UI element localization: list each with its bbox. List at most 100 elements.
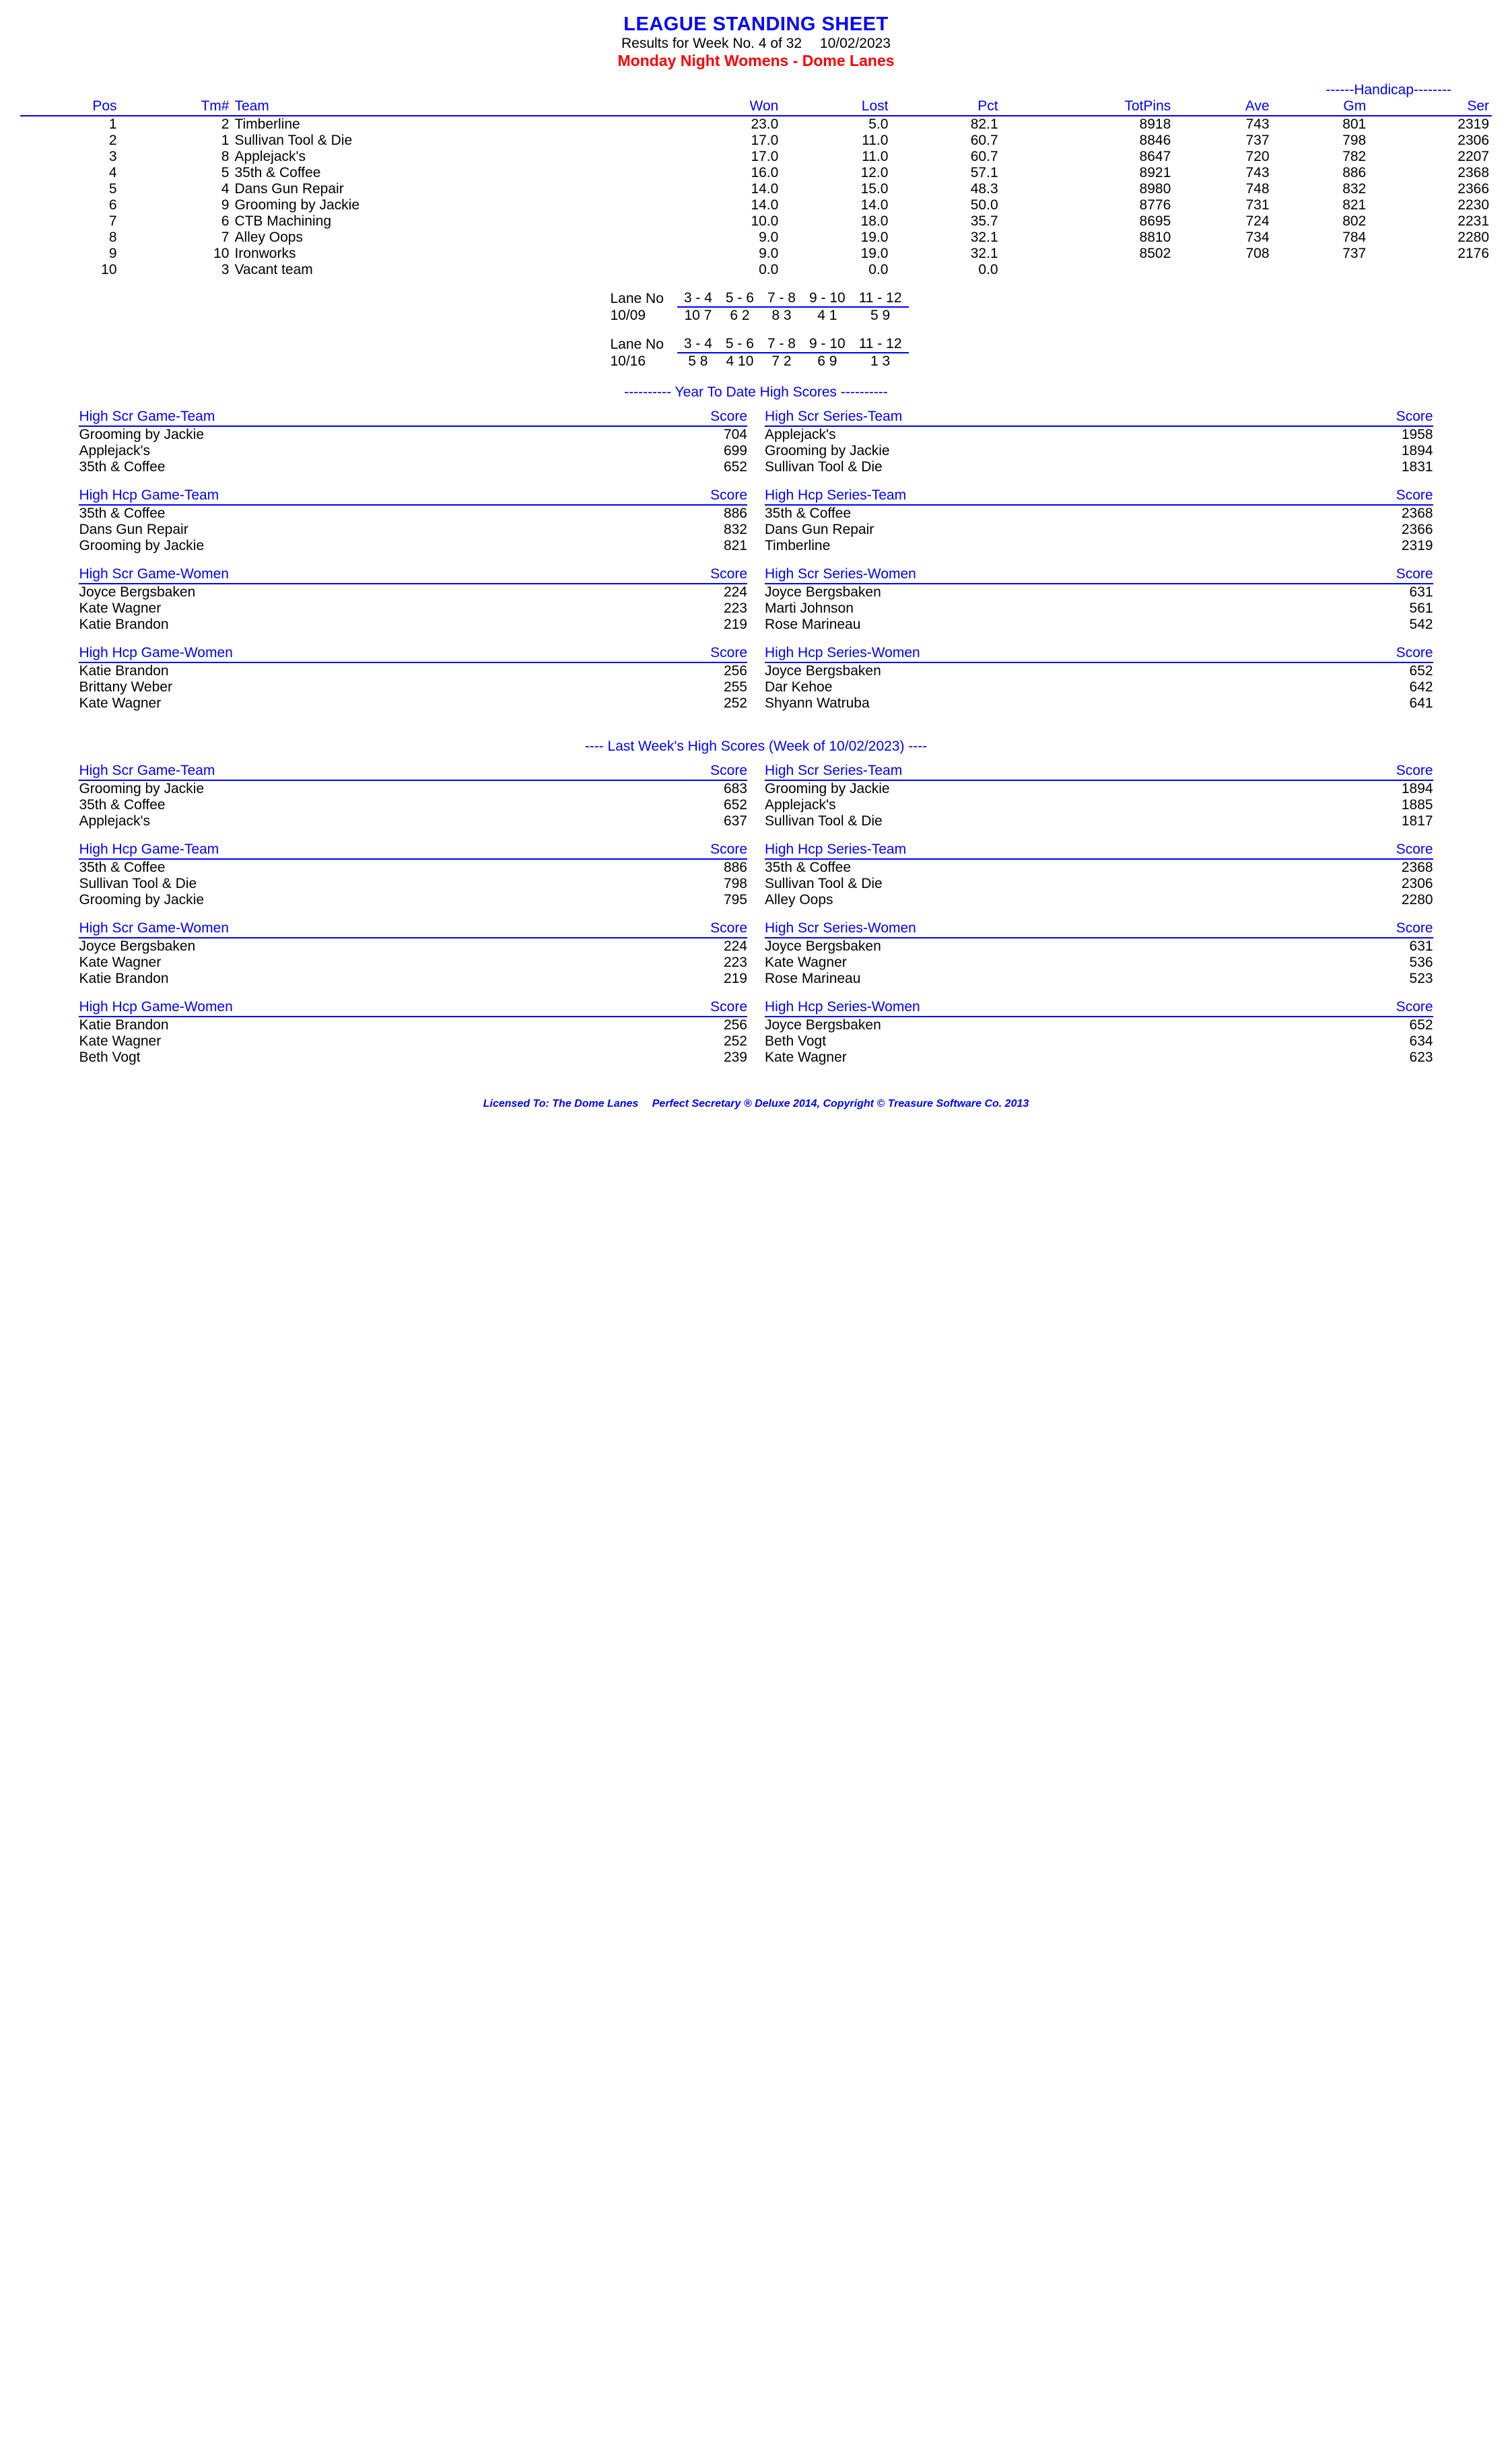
score-row: 35th & Coffee886 — [79, 506, 747, 522]
score-row: Sullivan Tool & Die1817 — [765, 813, 1433, 829]
score-row: Kate Wagner536 — [765, 955, 1433, 971]
lane-date: 10/09 — [603, 307, 677, 324]
handicap-section-label: ------Handicap-------- — [20, 82, 1492, 98]
score-row: Kate Wagner252 — [79, 1033, 747, 1050]
score-label: Score — [1396, 409, 1433, 425]
score-block: High Scr Series-Women Score Joyce Bergsbak… — [765, 566, 1433, 633]
standings-col-pct: Pct — [891, 98, 1000, 116]
score-row: Dar Kehoe642 — [765, 679, 1433, 695]
score-row: Sullivan Tool & Die1831 — [765, 459, 1433, 475]
score-row: Joyce Bergsbaken652 — [765, 663, 1433, 679]
score-row: Grooming by Jackie821 — [79, 538, 747, 554]
score-label: Score — [1396, 999, 1433, 1015]
score-block: High Scr Game-WomenScoreJoyce Bergsbaken… — [79, 566, 747, 633]
score-row: Sullivan Tool & Die798 — [79, 876, 747, 892]
report-title: LEAGUE STANDING SHEET — [20, 13, 1492, 36]
lane-assignment: 5 8 — [677, 353, 719, 370]
score-block: High Hcp Game-WomenScoreKatie Brandon256… — [79, 645, 747, 712]
score-row: Shyann Watruba641 — [765, 695, 1433, 712]
score-block-title: High Hcp Series-Team — [765, 487, 906, 504]
score-block: High Hcp Series-TeamScore35th & Coffee23… — [765, 487, 1433, 554]
lane-assignment: 5 9 — [852, 307, 909, 324]
score-row: Alley Oops2280 — [765, 892, 1433, 908]
score-block: High Hcp Series-WomenScoreJoyce Bergsbak… — [765, 645, 1433, 712]
standings-row: 103Vacant team0.00.00.0 — [20, 262, 1492, 278]
score-row: Beth Vogt634 — [765, 1033, 1433, 1050]
score-label: Score — [710, 763, 747, 779]
score-block-title: High Scr Game-Team — [79, 763, 215, 779]
score-block-title: High Scr Game-Women — [79, 920, 229, 936]
license-footer: Licensed To: The Dome Lanes Perfect Secr… — [20, 1098, 1492, 1110]
lane-date: 10/16 — [603, 353, 677, 370]
score-row: Rose Marineau523 — [765, 971, 1433, 987]
score-row: Joyce Bergsbaken631 — [765, 584, 1433, 601]
score-block: High Hcp Series-TeamScore35th & Coffee23… — [765, 842, 1433, 908]
score-row: Applejack's1885 — [765, 797, 1433, 813]
score-label: Score — [710, 999, 747, 1015]
score-block-title: High Hcp Game-Women — [79, 645, 232, 661]
standings-row: 910Ironworks9.019.032.185027087372176 — [20, 246, 1492, 262]
lane-pair: 5 - 6 — [719, 336, 761, 353]
score-block: High Scr Series-Women Score Joyce Bergsbak… — [765, 920, 1433, 987]
score-label: Score — [710, 842, 747, 858]
score-label: Score — [710, 566, 747, 582]
score-block-title: High Scr Series-Women — [765, 566, 916, 582]
lane-pair: 9 - 10 — [802, 290, 852, 307]
lane-assignment: 8 3 — [761, 307, 802, 324]
score-block-title: High Scr Game-Women — [79, 566, 229, 582]
score-row: Beth Vogt239 — [79, 1050, 747, 1066]
score-block: High Hcp Game-TeamScore35th & Coffee886S… — [79, 842, 747, 908]
score-row: Sullivan Tool & Die2306 — [765, 876, 1433, 892]
score-block-title: High Hcp Series-Team — [765, 842, 906, 858]
score-row: Grooming by Jackie1894 — [765, 443, 1433, 459]
score-block-title: High Scr Series-Team — [765, 409, 902, 425]
score-row: Kate Wagner223 — [79, 601, 747, 617]
score-block-title: High Scr Series-Women — [765, 920, 916, 936]
score-block-title: High Hcp Series-Women — [765, 645, 920, 661]
score-row: Dans Gun Repair2366 — [765, 522, 1433, 538]
score-row: Katie Brandon256 — [79, 1017, 747, 1033]
lane-pair: 11 - 12 — [852, 336, 909, 353]
standings-col-ave: Ave — [1173, 98, 1272, 116]
score-row: Katie Brandon219 — [79, 971, 747, 987]
results-line: Results for Week No. 4 of 32 10/02/2023 — [20, 36, 1492, 52]
score-row: Katie Brandon219 — [79, 617, 747, 633]
league-name: Monday Night Womens - Dome Lanes — [20, 52, 1492, 70]
score-block-title: High Scr Series-Team — [765, 763, 902, 779]
lane-no-label: Lane No — [603, 336, 677, 353]
score-label: Score — [1396, 920, 1433, 936]
score-block: High Scr Game-WomenScoreJoyce Bergsbaken… — [79, 920, 747, 987]
score-row: Grooming by Jackie795 — [79, 892, 747, 908]
score-label: Score — [1396, 566, 1433, 582]
score-block: High Hcp Game-TeamScore35th & Coffee886D… — [79, 487, 747, 554]
score-row: Joyce Bergsbaken631 — [765, 938, 1433, 955]
score-block-title: High Scr Game-Team — [79, 409, 215, 425]
standings-row: 38Applejack's17.011.060.786477207822207 — [20, 149, 1492, 165]
score-block: High Scr Series-Team Score Applejack's1958… — [765, 409, 1433, 475]
lane-assignment: 1 3 — [852, 353, 909, 370]
lane-assignment: 10 7 — [677, 307, 719, 324]
score-row: 35th & Coffee2368 — [765, 860, 1433, 876]
score-row: Timberline2319 — [765, 538, 1433, 554]
score-row: Brittany Weber255 — [79, 679, 747, 695]
score-block: High Scr Game-TeamScoreGrooming by Jacki… — [79, 409, 747, 475]
lastweek-scores: High Scr Game-Team Score Grooming by Jacki… — [79, 763, 1433, 1078]
score-block: High Scr Game-TeamScoreGrooming by Jacki… — [79, 763, 747, 829]
standings-col-team: Team — [232, 98, 666, 116]
lane-pair: 3 - 4 — [677, 336, 719, 353]
score-row: Kate Wagner223 — [79, 955, 747, 971]
lane-assignment: 6 9 — [802, 353, 852, 370]
standings-col-won: Won — [667, 98, 782, 116]
score-row: Applejack's1958 — [765, 427, 1433, 443]
score-block-title: High Hcp Game-Team — [79, 487, 219, 504]
score-label: Score — [1396, 763, 1433, 779]
lane-pair: 7 - 8 — [761, 290, 802, 307]
lane-pair: 11 - 12 — [852, 290, 909, 307]
score-row: Kate Wagner623 — [765, 1050, 1433, 1066]
standings-col-lost: Lost — [781, 98, 891, 116]
lane-schedule-block: Lane No3 - 45 - 67 - 89 - 1011 - 1210/16… — [603, 336, 908, 370]
score-block-title: High Hcp Series-Women — [765, 999, 920, 1015]
score-row: 35th & Coffee652 — [79, 797, 747, 813]
lane-assignment: 6 2 — [719, 307, 761, 324]
score-row: 35th & Coffee886 — [79, 860, 747, 876]
